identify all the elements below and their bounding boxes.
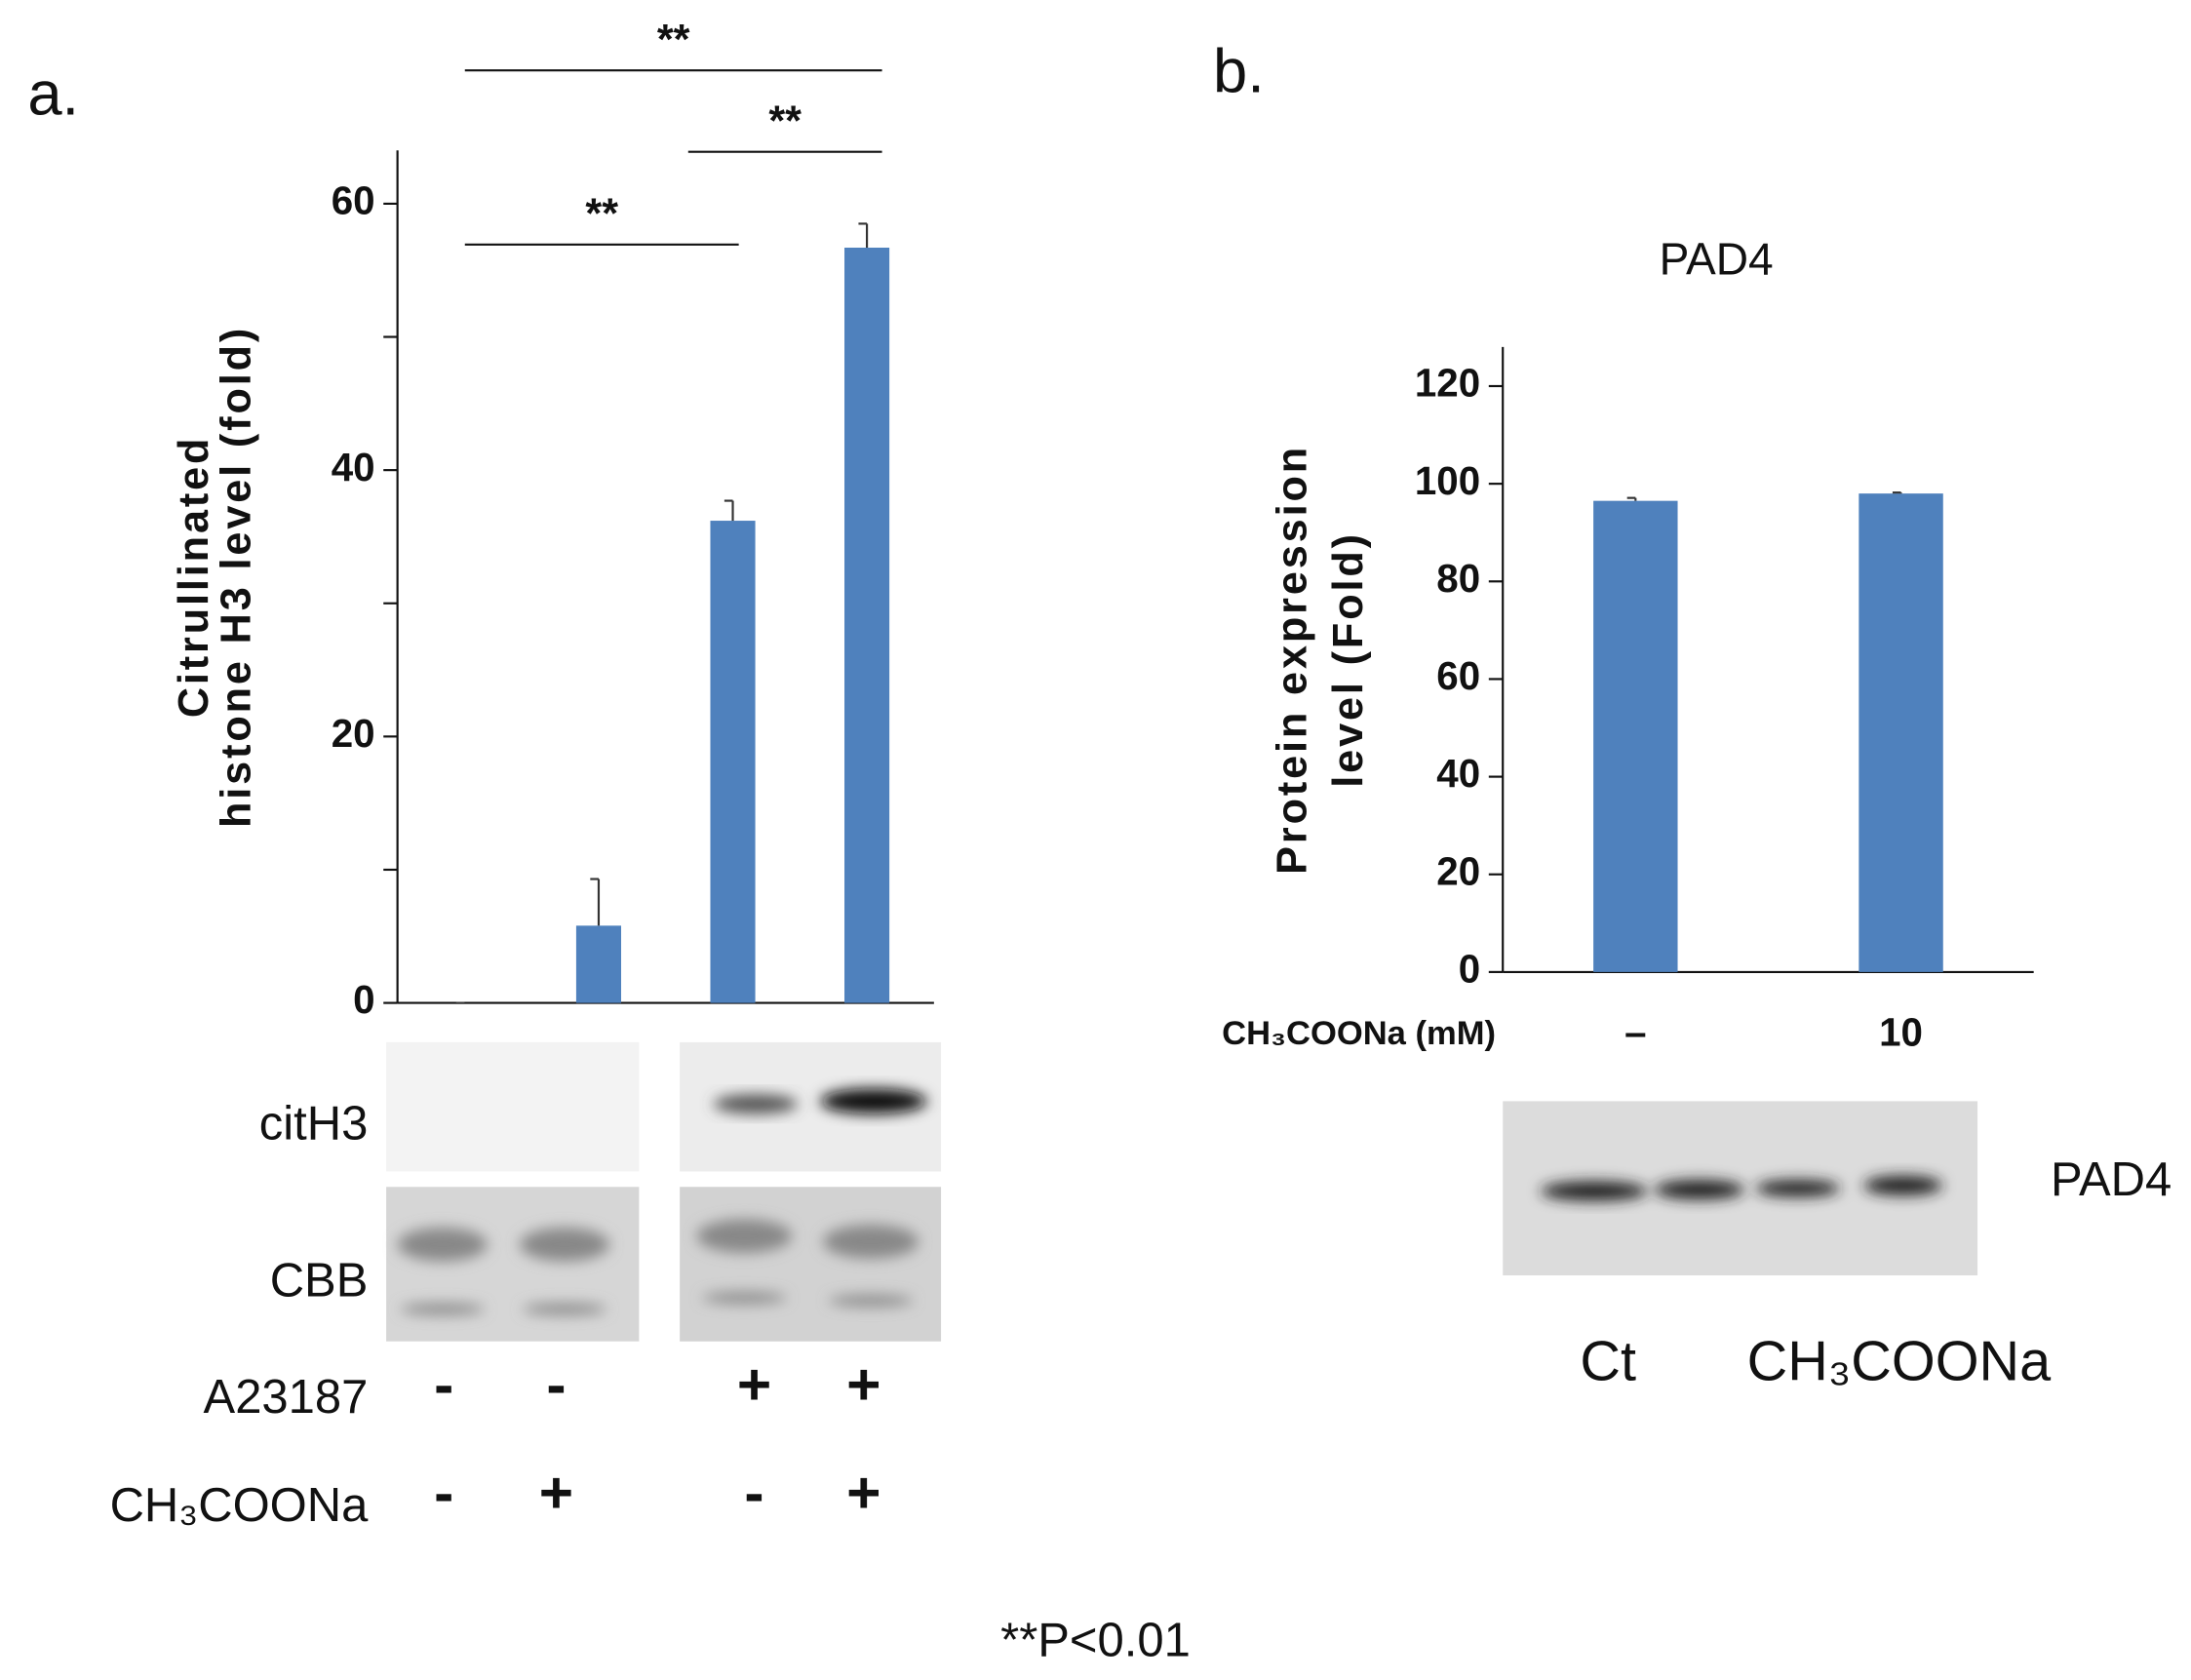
- x-tick-label: 10: [1879, 1009, 1923, 1054]
- blot: [386, 1041, 640, 1172]
- y-tick-label: 0: [353, 977, 374, 1022]
- blot: [386, 1187, 640, 1342]
- blot-bands: [397, 1219, 919, 1315]
- y-axis-label: histone H3 level (fold): [213, 326, 259, 828]
- y-tick-label: 0: [1459, 947, 1480, 992]
- significance-label: **: [585, 190, 618, 237]
- chart-title: PAD4: [1660, 234, 1774, 285]
- bar: [1858, 493, 1943, 972]
- y-tick-label: 80: [1436, 556, 1480, 601]
- y-axis-label: Protein expression: [1269, 445, 1315, 875]
- panel-label: a.: [27, 60, 79, 129]
- blot-label: PAD4: [2051, 1153, 2171, 1206]
- blot-label: citH3: [259, 1097, 369, 1150]
- blot-band: [820, 1088, 927, 1114]
- lane-label: CH₃COONa: [1747, 1330, 2052, 1392]
- treatment-sign: -: [744, 1460, 763, 1526]
- blot-bands: [1541, 1175, 1943, 1201]
- y-tick-label: 60: [332, 178, 375, 223]
- treatment-sign: -: [546, 1351, 566, 1418]
- y-tick-label: 60: [1436, 653, 1480, 698]
- treatment-sign: -: [434, 1351, 453, 1418]
- treatment-sign: +: [737, 1351, 771, 1418]
- treatment-sign: +: [846, 1460, 880, 1526]
- x-tick-label: –: [1624, 1009, 1646, 1054]
- y-tick-label: 40: [332, 445, 375, 489]
- treatment-label: CH₃COONa: [110, 1479, 370, 1532]
- blot-band: [713, 1094, 799, 1114]
- treatment-sign: +: [539, 1460, 573, 1526]
- y-tick-label: 20: [332, 711, 375, 756]
- bar: [575, 925, 622, 1003]
- y-tick-label: 40: [1436, 751, 1480, 796]
- footnote: **P<0.01: [1000, 1614, 1191, 1666]
- treatment-sign: -: [434, 1460, 453, 1526]
- blot: [680, 1187, 942, 1342]
- y-axis-label: Citrullinated: [171, 436, 217, 718]
- significance-label: **: [768, 98, 802, 144]
- treatment-label: A23187: [204, 1371, 369, 1424]
- bar: [844, 247, 890, 1003]
- panel-label: b.: [1213, 38, 1265, 106]
- significance-label: **: [657, 17, 690, 63]
- x-axis-label: CH₃COONa (mM): [1222, 1015, 1496, 1052]
- y-tick-label: 100: [1415, 458, 1480, 503]
- bar: [710, 521, 756, 1003]
- y-axis-label: level (Fold): [1325, 531, 1372, 788]
- y-tick-label: 20: [1436, 848, 1480, 893]
- bar: [1593, 500, 1678, 972]
- lane-label: Ct: [1580, 1330, 1636, 1392]
- treatment-sign: +: [846, 1351, 880, 1418]
- y-tick-label: 120: [1415, 361, 1480, 406]
- blot-label: CBB: [270, 1255, 369, 1308]
